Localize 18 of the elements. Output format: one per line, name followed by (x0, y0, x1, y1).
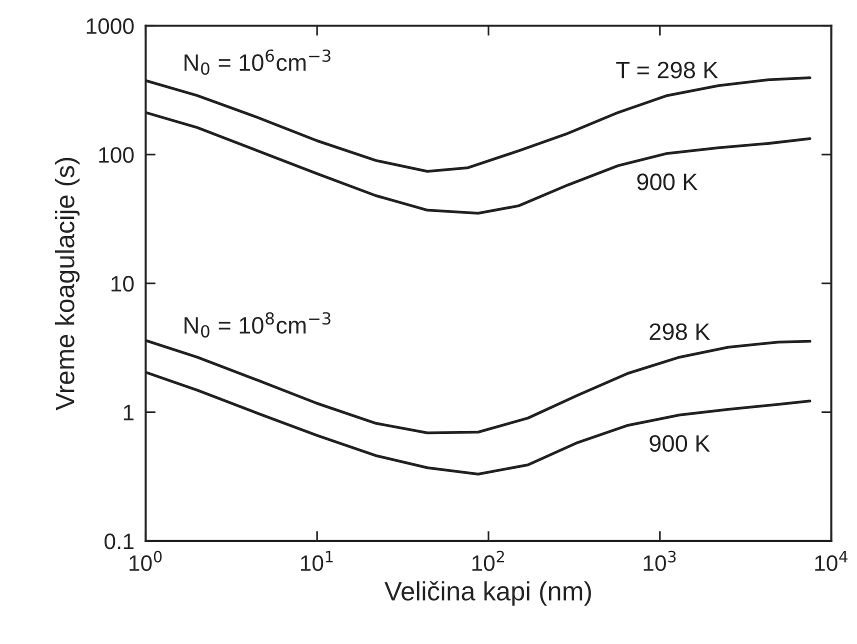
y-tick-label: 1000 (86, 18, 134, 34)
y-tick-label: 100 (99, 147, 134, 163)
series-label: 298 K (650, 323, 710, 340)
y-axis-title: Vreme koagulacije (s) (54, 158, 80, 410)
y-tick-label: 1 (124, 404, 134, 420)
x-tick-label: 10$^{2}$ (472, 550, 504, 571)
x-tick-label: 10$^{0}$ (130, 550, 162, 571)
series-label: 900 K (650, 435, 710, 452)
x-axis-title: Veličina kapi (nm) (384, 581, 591, 606)
annotation: N$_{0}$ = 10$^{8}$cm$^{−3}$ (184, 312, 330, 338)
y-tick-label: 0.1 (104, 533, 134, 550)
x-tick-label: 10$^{4}$ (815, 550, 848, 572)
y-tick-label: 10 (112, 276, 134, 292)
annotation: N$_{0}$ = 10$^{6}$cm$^{−3}$ (184, 49, 330, 75)
x-tick-label: 10$^{1}$ (301, 550, 333, 572)
legend-label: T = 298 K (616, 62, 718, 78)
x-tick-label: 10$^{3}$ (644, 550, 676, 571)
series-label: 900 K (637, 174, 698, 190)
